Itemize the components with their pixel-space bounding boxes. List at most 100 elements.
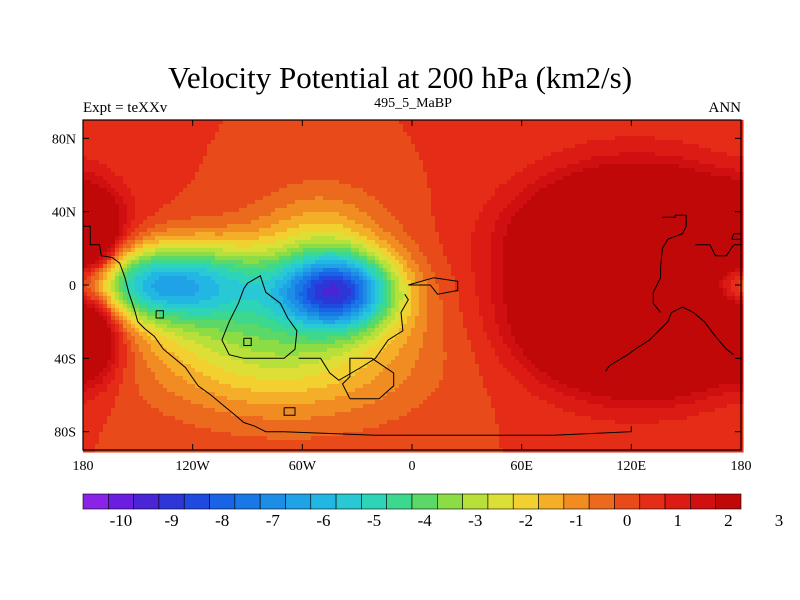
field-cell xyxy=(175,172,180,177)
field-cell xyxy=(95,236,100,241)
field-cell xyxy=(191,236,196,241)
field-cell xyxy=(383,164,388,169)
field-cell xyxy=(259,180,264,185)
field-cell xyxy=(471,144,476,149)
field-cell xyxy=(155,200,160,205)
field-cell xyxy=(559,196,564,201)
field-cell xyxy=(651,172,656,177)
field-cell xyxy=(271,148,276,153)
field-cell xyxy=(651,224,656,229)
field-cell xyxy=(723,184,728,189)
field-cell xyxy=(343,128,348,133)
field-cell xyxy=(247,200,252,205)
field-cell xyxy=(327,144,332,149)
field-cell xyxy=(731,188,736,193)
field-cell xyxy=(411,188,416,193)
field-cell xyxy=(507,184,512,189)
field-cell xyxy=(379,164,384,169)
field-cell xyxy=(151,172,156,177)
field-cell xyxy=(643,124,648,129)
field-cell xyxy=(483,220,488,225)
field-cell xyxy=(315,188,320,193)
field-cell xyxy=(479,132,484,137)
field-cell xyxy=(607,208,612,213)
field-cell xyxy=(439,236,444,241)
field-cell xyxy=(363,132,368,137)
field-cell xyxy=(271,180,276,185)
field-cell xyxy=(383,228,388,233)
field-cell xyxy=(455,204,460,209)
field-cell xyxy=(387,188,392,193)
field-cell xyxy=(463,164,468,169)
field-cell xyxy=(615,172,620,177)
field-cell xyxy=(635,212,640,217)
field-cell xyxy=(243,240,248,245)
field-cell xyxy=(299,156,304,161)
field-cell xyxy=(419,160,424,165)
field-cell xyxy=(391,156,396,161)
field-cell xyxy=(459,200,464,205)
field-cell xyxy=(99,236,104,241)
field-cell xyxy=(155,172,160,177)
field-cell xyxy=(143,144,148,149)
field-cell xyxy=(191,188,196,193)
field-cell xyxy=(463,228,468,233)
field-cell xyxy=(311,136,316,141)
field-cell xyxy=(435,160,440,165)
field-cell xyxy=(567,196,572,201)
field-cell xyxy=(563,184,568,189)
field-cell xyxy=(735,188,740,193)
field-cell xyxy=(139,136,144,141)
field-cell xyxy=(207,204,212,209)
field-cell xyxy=(323,128,328,133)
field-cell xyxy=(531,128,536,133)
field-cell xyxy=(443,124,448,129)
field-cell xyxy=(611,124,616,129)
field-cell xyxy=(239,216,244,221)
field-cell xyxy=(215,220,220,225)
field-cell xyxy=(415,228,420,233)
field-cell xyxy=(567,192,572,197)
field-cell xyxy=(343,220,348,225)
field-cell xyxy=(411,184,416,189)
field-cell xyxy=(523,188,528,193)
field-cell xyxy=(95,224,100,229)
field-cell xyxy=(575,212,580,217)
field-cell xyxy=(731,184,736,189)
field-cell xyxy=(103,224,108,229)
field-cell xyxy=(259,132,264,137)
field-cell xyxy=(319,180,324,185)
field-cell xyxy=(667,132,672,137)
field-cell xyxy=(235,200,240,205)
field-cell xyxy=(239,212,244,217)
field-cell xyxy=(367,144,372,149)
field-cell xyxy=(715,136,720,141)
field-cell xyxy=(231,160,236,165)
field-cell xyxy=(171,220,176,225)
field-cell xyxy=(307,164,312,169)
field-cell xyxy=(255,176,260,181)
field-cell xyxy=(611,144,616,149)
field-cell xyxy=(659,212,664,217)
field-cell xyxy=(83,212,88,217)
field-cell xyxy=(135,140,140,145)
field-cell xyxy=(159,240,164,245)
field-cell xyxy=(523,236,528,241)
field-cell xyxy=(635,140,640,145)
field-cell xyxy=(607,144,612,149)
field-cell xyxy=(211,172,216,177)
field-cell xyxy=(175,144,180,149)
field-cell xyxy=(139,220,144,225)
field-cell xyxy=(583,196,588,201)
field-cell xyxy=(335,140,340,145)
field-cell xyxy=(431,216,436,221)
field-cell xyxy=(179,136,184,141)
field-cell xyxy=(119,148,124,153)
field-cell xyxy=(279,192,284,197)
field-cell xyxy=(355,184,360,189)
field-cell xyxy=(427,152,432,157)
field-cell xyxy=(411,172,416,177)
field-cell xyxy=(671,228,676,233)
field-cell xyxy=(351,156,356,161)
field-cell xyxy=(451,168,456,173)
